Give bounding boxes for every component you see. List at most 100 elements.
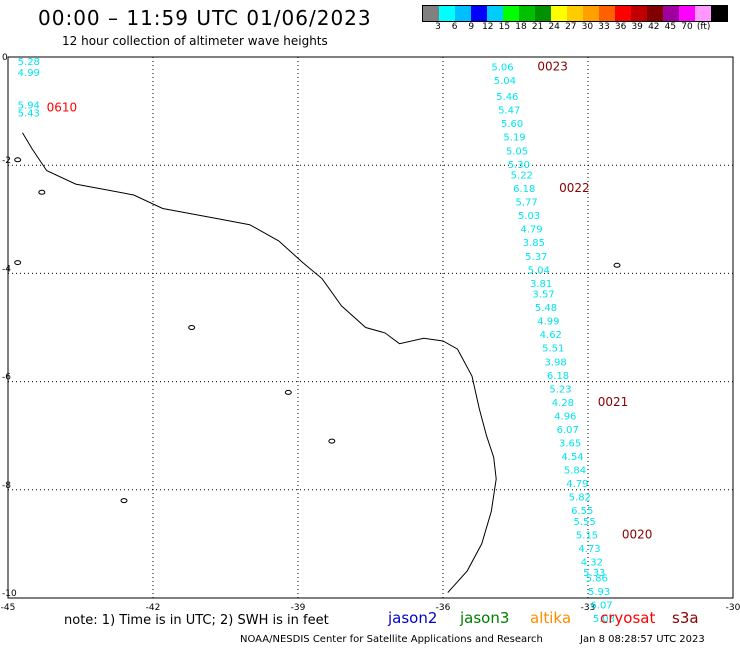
legend-label: 24 [548,22,560,32]
wave-height-value: 3.85 [523,238,545,249]
wave-height-value: 3.81 [530,279,552,290]
island [14,157,22,163]
island [38,189,46,195]
wave-height-value: 5.46 [496,92,518,103]
wave-height-value: 5.22 [511,171,533,182]
wave-height-value: 5.03 [518,211,540,222]
pass-time-label: 0021 [598,395,629,409]
legend-label: 18 [515,22,527,32]
legend-swatch [711,6,727,21]
wave-height-value: 5.15 [576,530,598,541]
wave-height-value: 6.18 [547,371,569,382]
legend-swatch [695,6,711,21]
wave-height-value: 5.06 [491,62,513,73]
pass-time-label: 0022 [559,181,590,195]
color-legend [422,5,728,22]
wave-height-value: 5.48 [535,303,557,314]
wave-height-value: 6.18 [513,184,535,195]
wave-height-value: 5.19 [503,133,525,144]
coastline [22,132,497,593]
wave-height-value: 4.73 [578,544,600,555]
wave-height-value: 5.37 [525,252,547,263]
satellite-jason3: jason3 [460,609,510,627]
legend-swatch [551,6,567,21]
legend-label: 3 [435,22,441,32]
legend-label: 21 [531,22,544,32]
x-tick-label: -30 [726,603,740,613]
wave-height-value: 5.33 [583,568,605,579]
y-tick-label: 0 [2,53,8,63]
wave-height-value: 4.62 [540,330,562,341]
legend-swatch [567,6,583,21]
legend-label: 12 [482,22,494,32]
x-tick-label: -33 [581,603,596,613]
legend-swatch [487,6,503,21]
pass-time-label: 0020 [622,527,653,541]
wave-height-value: 5.04 [528,265,550,276]
wave-height-value: 5.60 [501,119,523,130]
wave-height-value: 5.55 [574,517,596,528]
island [613,262,621,268]
legend-label: 33 [598,22,610,32]
wave-height-value: 5.30 [508,160,530,171]
wave-height-value: 5.93 [588,587,610,598]
legend-label: 42 [648,22,660,32]
legend-swatch [423,6,439,21]
legend-swatch [663,6,679,21]
wave-height-value: 4.32 [581,557,603,568]
y-tick-label: -10 [2,589,17,599]
generated-timestamp: Jan 8 08:28:57 UTC 2023 [580,634,705,645]
legend-swatch [455,6,471,21]
x-tick-label: -42 [146,603,161,613]
wave-height-value: 6.07 [557,425,579,436]
legend-swatch [535,6,551,21]
legend-label: 30 [581,22,594,32]
wave-height-value: 5.77 [516,198,538,209]
legend-swatch [583,6,599,21]
wave-height-value: 6.55 [571,506,593,517]
x-tick-label: -39 [291,603,306,613]
island [328,438,336,444]
legend-label: 27 [565,22,577,32]
wave-height-value: 4.79 [520,225,542,236]
legend-swatch [631,6,647,21]
island [284,389,292,395]
x-tick-label: -45 [1,603,16,613]
satellite-jason2: jason2 [388,609,438,627]
pass-time-label: 0023 [537,59,568,73]
wave-height-value: 6.07 [590,601,612,612]
wave-height-value: 5.05 [506,146,528,157]
satellite-s3a: s3a [672,609,699,627]
credit-line: NOAA/NESDIS Center for Satellite Applica… [240,634,543,645]
x-tick-label: -36 [436,603,451,613]
y-tick-label: -8 [2,481,11,491]
island [188,325,196,330]
wave-height-value: 5.04 [494,76,516,87]
wave-height-value: 4.96 [554,411,576,422]
wave-height-value: 5.86 [586,574,608,585]
map-frame [7,56,734,599]
legend-swatch [679,6,695,21]
legend-label: 45 [664,22,677,32]
wave-height-value: 5.28 [18,57,40,68]
y-tick-label: -6 [2,373,11,383]
legend-swatch [519,6,535,21]
legend-label: 70 [681,22,693,32]
wave-height-value: 5.51 [542,344,564,355]
chart-title: 00:00 – 11:59 UTC 01/06/2023 [38,6,372,30]
wave-height-value: 5.94 [18,100,40,111]
wave-height-value: 5.23 [549,384,571,395]
legend-swatch [503,6,519,21]
wave-height-value: 4.79 [566,479,588,490]
wave-height-value: 5.84 [564,465,586,476]
legend-swatch [599,6,615,21]
legend-swatch [439,6,455,21]
y-tick-label: -4 [2,264,11,274]
legend-swatch [615,6,631,21]
legend-label: 36 [614,22,627,32]
legend-label: 6 [451,22,458,32]
wave-height-value: 5.43 [18,108,40,119]
chart-subtitle: 12 hour collection of altimeter wave hei… [62,34,328,48]
island [120,498,128,504]
